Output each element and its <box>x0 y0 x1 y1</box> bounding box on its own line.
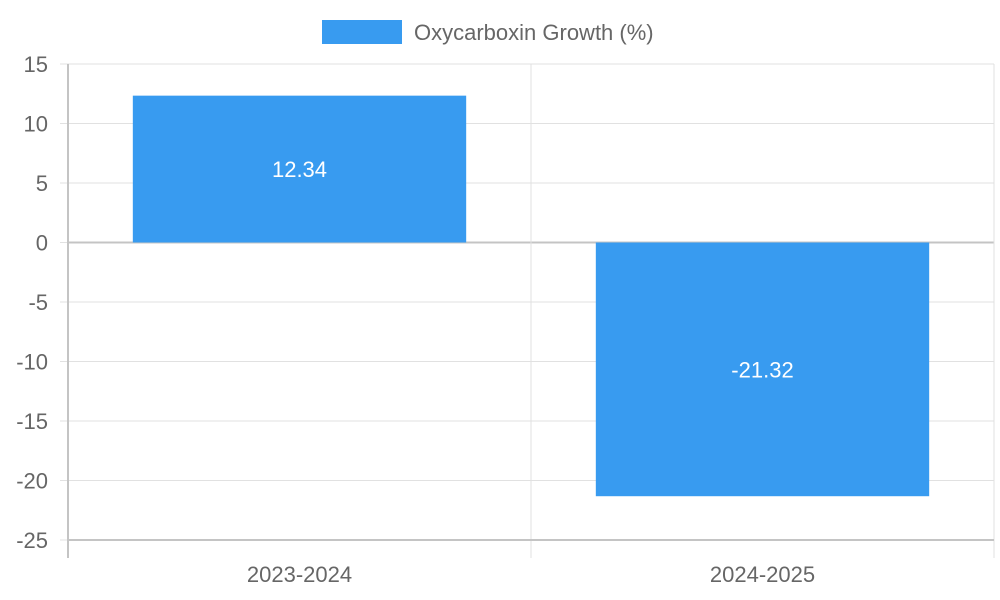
bars <box>132 95 930 497</box>
x-tick-label: 2024-2025 <box>710 562 815 587</box>
y-tick-label: -5 <box>28 290 48 315</box>
x-tick-label: 2023-2024 <box>247 562 352 587</box>
y-tick-label: 5 <box>36 171 48 196</box>
legend-swatch <box>322 20 402 44</box>
y-tick-label: 10 <box>24 112 48 137</box>
y-tick-label: -15 <box>16 409 48 434</box>
y-tick-label: -10 <box>16 350 48 375</box>
y-tick-label: 15 <box>24 52 48 77</box>
y-axis: 15 10 5 0 -5 -10 -15 -20 -25 <box>16 52 48 553</box>
data-label: -21.32 <box>731 357 793 382</box>
bar-2023-2024 <box>132 95 467 243</box>
y-tick-label: -25 <box>16 528 48 553</box>
y-tick-label: -20 <box>16 469 48 494</box>
legend[interactable]: Oxycarboxin Growth (%) <box>322 20 654 45</box>
x-axis: 2023-2024 2024-2025 <box>247 562 815 587</box>
legend-label: Oxycarboxin Growth (%) <box>414 20 654 45</box>
data-labels: 12.34 -21.32 <box>272 157 794 382</box>
data-label: 12.34 <box>272 157 327 182</box>
bar-2024-2025 <box>595 242 930 497</box>
y-tick-label: 0 <box>36 231 48 256</box>
